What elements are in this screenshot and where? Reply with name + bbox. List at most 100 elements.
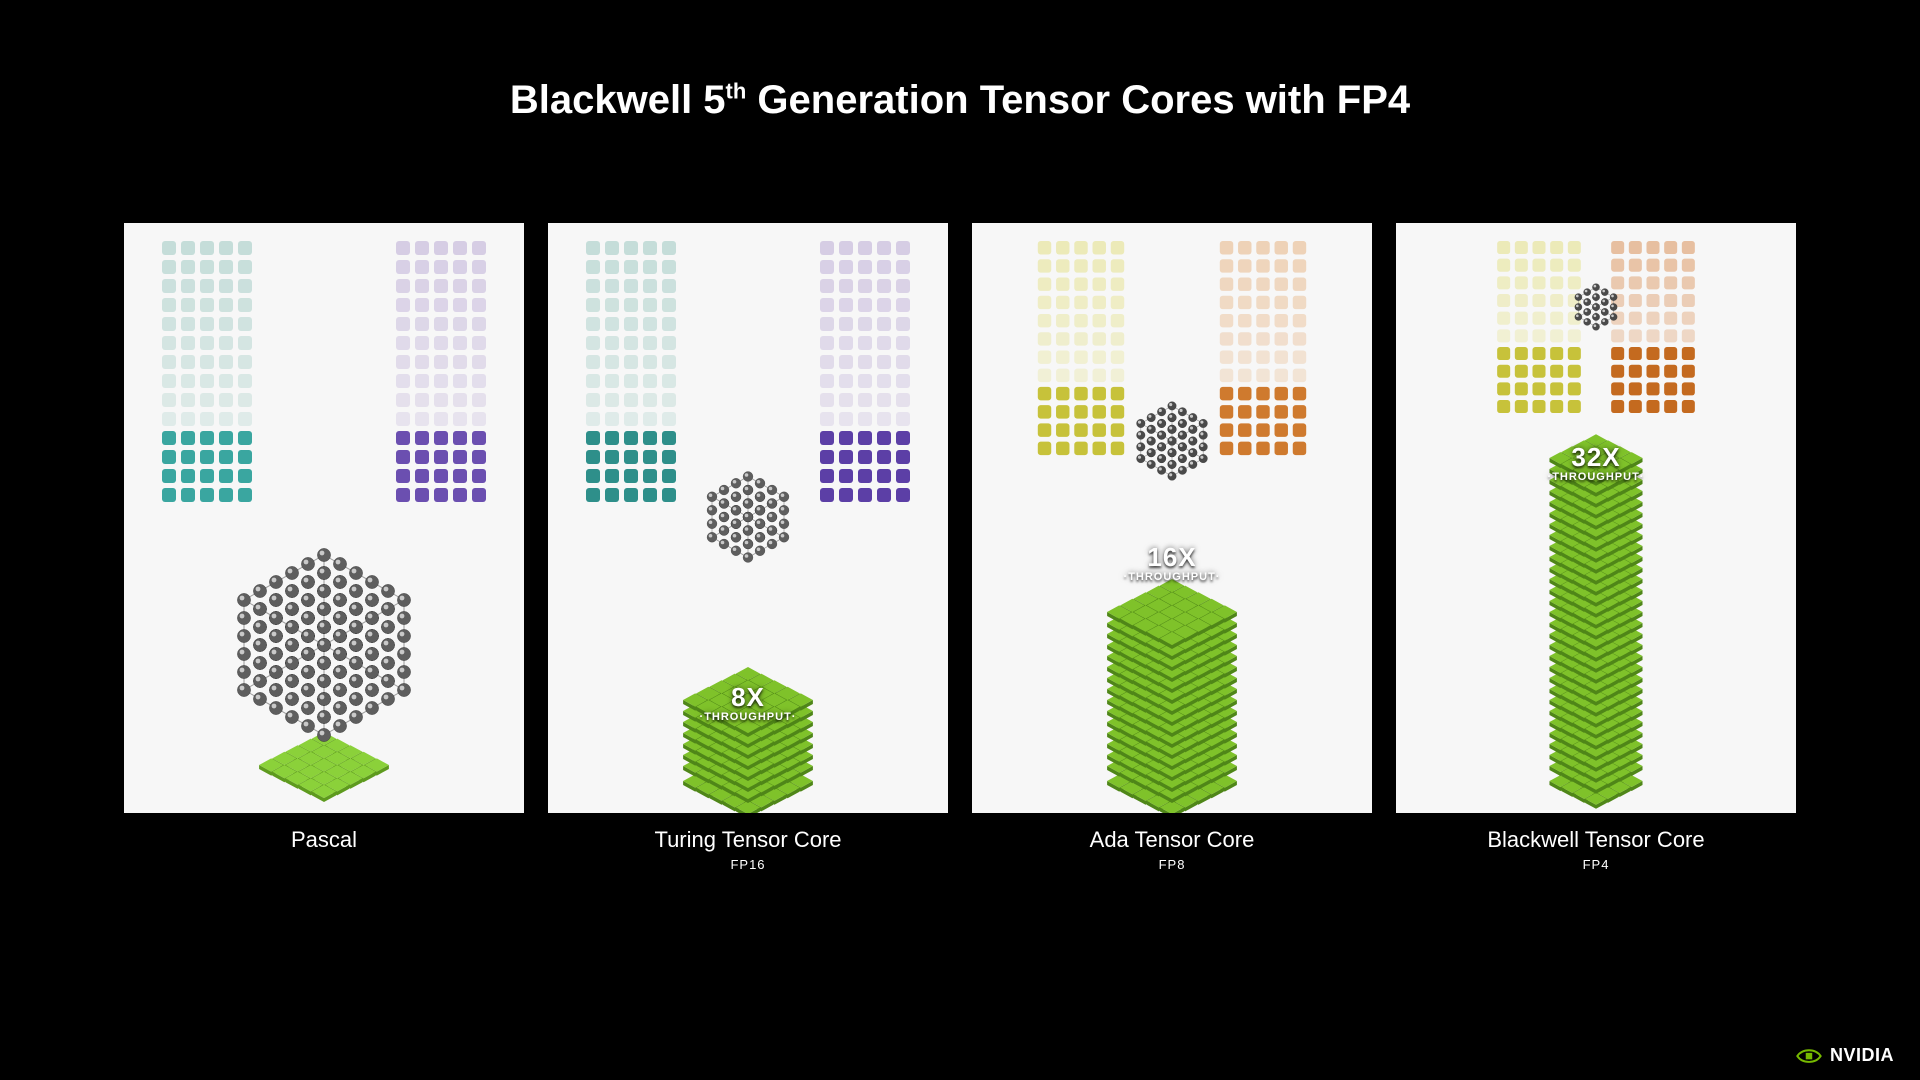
input-tile xyxy=(1093,259,1106,272)
input-tile xyxy=(1629,400,1642,413)
arch-precision: FP16 xyxy=(548,857,948,872)
input-tile xyxy=(820,412,834,426)
input-tile xyxy=(820,355,834,369)
input-tile xyxy=(1093,277,1106,290)
input-tile xyxy=(1497,365,1510,378)
input-tile xyxy=(415,450,429,464)
input-tile xyxy=(839,431,853,445)
input-tile xyxy=(453,450,467,464)
input-tile xyxy=(662,355,676,369)
throughput-stack xyxy=(1466,461,1726,795)
input-tile xyxy=(396,260,410,274)
input-tile xyxy=(820,488,834,502)
input-tile xyxy=(181,488,195,502)
input-tile xyxy=(472,431,486,445)
input-tile xyxy=(896,431,910,445)
input-tile xyxy=(1074,241,1087,254)
core-cube xyxy=(1572,281,1620,334)
input-tile xyxy=(181,393,195,407)
input-tile xyxy=(472,412,486,426)
input-tile xyxy=(1293,405,1306,418)
input-tile xyxy=(1664,365,1677,378)
input-tile xyxy=(662,431,676,445)
input-tile xyxy=(415,260,429,274)
input-tile xyxy=(662,450,676,464)
input-tile xyxy=(1275,369,1288,382)
input-tile xyxy=(624,336,638,350)
input-tile xyxy=(219,241,233,255)
input-tile xyxy=(858,469,872,483)
arch-name: Ada Tensor Core xyxy=(972,827,1372,853)
input-tile xyxy=(238,488,252,502)
input-tile xyxy=(1682,276,1695,289)
input-tile xyxy=(605,469,619,483)
input-tile xyxy=(415,298,429,312)
input-tile xyxy=(1256,369,1269,382)
input-tile xyxy=(1238,241,1251,254)
input-tile xyxy=(1293,241,1306,254)
input-tile xyxy=(1238,277,1251,290)
input-tile xyxy=(1256,423,1269,436)
input-tile xyxy=(624,412,638,426)
input-tile xyxy=(624,374,638,388)
input-tile xyxy=(1682,347,1695,360)
input-tile xyxy=(1293,423,1306,436)
input-tile xyxy=(200,469,214,483)
input-tile xyxy=(396,374,410,388)
input-tile xyxy=(472,336,486,350)
input-tile xyxy=(1646,400,1659,413)
input-tile xyxy=(1256,277,1269,290)
input-tile xyxy=(181,241,195,255)
throughput-multiplier: 8X xyxy=(700,682,797,713)
throughput-word: ·THROUGHPUT· xyxy=(1548,471,1645,483)
input-tile xyxy=(434,317,448,331)
input-tile xyxy=(1220,277,1233,290)
slide-title: Blackwell 5th Generation Tensor Cores wi… xyxy=(0,0,1920,123)
core-cube xyxy=(232,543,416,747)
input-tile xyxy=(586,355,600,369)
input-tile xyxy=(858,431,872,445)
input-tile xyxy=(586,393,600,407)
input-tile xyxy=(820,393,834,407)
input-tile xyxy=(1497,382,1510,395)
input-tile xyxy=(472,450,486,464)
input-tile xyxy=(1056,241,1069,254)
input-tile xyxy=(1515,294,1528,307)
input-tile xyxy=(1646,382,1659,395)
input-tile xyxy=(472,279,486,293)
input-tile xyxy=(1629,294,1642,307)
throughput-stack xyxy=(1042,615,1302,795)
input-tile xyxy=(453,374,467,388)
input-tile xyxy=(1629,365,1642,378)
input-tile xyxy=(1568,365,1581,378)
input-tile xyxy=(586,298,600,312)
input-tile xyxy=(1664,259,1677,272)
input-tile xyxy=(858,279,872,293)
input-tile xyxy=(643,317,657,331)
arch-name: Pascal xyxy=(124,827,524,853)
input-tile xyxy=(1646,365,1659,378)
input-tile xyxy=(396,450,410,464)
input-tile xyxy=(1550,329,1563,342)
input-tile xyxy=(1038,405,1051,418)
input-tile xyxy=(453,279,467,293)
input-tile xyxy=(396,412,410,426)
input-tile xyxy=(434,393,448,407)
input-tile xyxy=(1220,387,1233,400)
input-tile xyxy=(1646,259,1659,272)
input-tile xyxy=(1256,350,1269,363)
input-tile xyxy=(219,355,233,369)
input-tile xyxy=(1238,423,1251,436)
input-tile xyxy=(1038,332,1051,345)
input-tile xyxy=(586,374,600,388)
input-tile xyxy=(1111,296,1124,309)
input-tile xyxy=(162,412,176,426)
input-tile xyxy=(858,260,872,274)
input-tile xyxy=(820,317,834,331)
input-tile xyxy=(643,298,657,312)
caption-pascal: Pascal xyxy=(124,827,524,872)
input-tile xyxy=(1220,369,1233,382)
input-tile xyxy=(200,241,214,255)
input-tile xyxy=(1515,347,1528,360)
input-tile xyxy=(415,488,429,502)
